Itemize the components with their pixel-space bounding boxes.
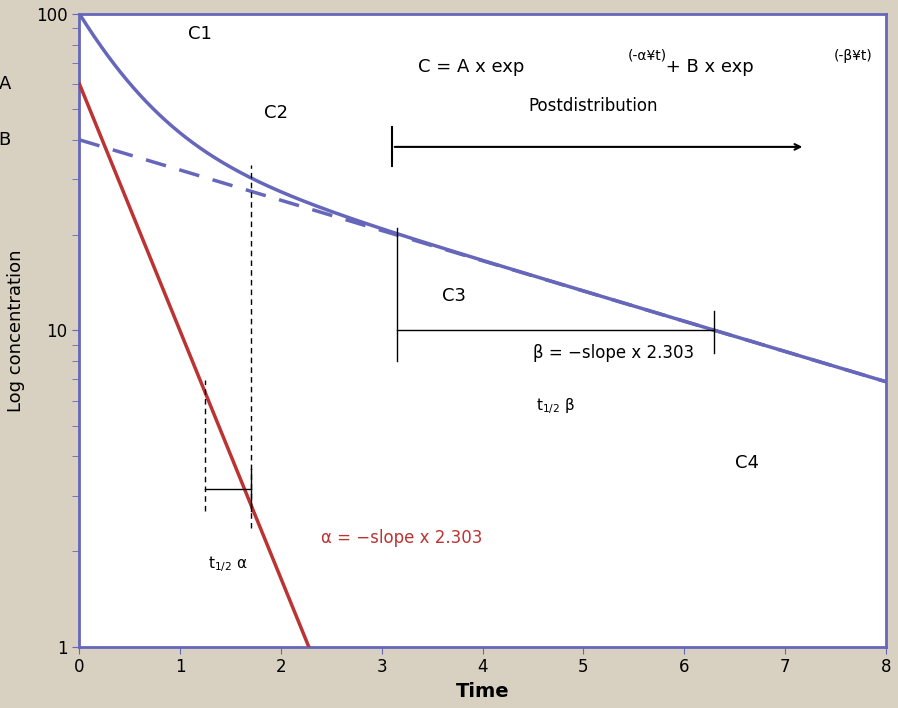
Text: t$_{1/2}$ β: t$_{1/2}$ β bbox=[536, 396, 575, 416]
Text: β = −slope x 2.303: β = −slope x 2.303 bbox=[533, 343, 694, 362]
Text: Postdistribution: Postdistribution bbox=[529, 97, 658, 115]
Text: A: A bbox=[0, 75, 11, 93]
Text: + B x exp: + B x exp bbox=[660, 58, 753, 76]
Text: t$_{1/2}$ α: t$_{1/2}$ α bbox=[208, 554, 248, 574]
Text: α = −slope x 2.303: α = −slope x 2.303 bbox=[321, 530, 483, 547]
Text: C3: C3 bbox=[443, 287, 466, 305]
Text: (-β¥t): (-β¥t) bbox=[833, 49, 872, 63]
Text: C2: C2 bbox=[264, 104, 288, 122]
Text: C1: C1 bbox=[189, 25, 212, 43]
Text: C = A x exp: C = A x exp bbox=[418, 58, 524, 76]
X-axis label: Time: Time bbox=[456, 682, 509, 701]
Y-axis label: Log concentration: Log concentration bbox=[7, 249, 25, 411]
Text: (-α¥t): (-α¥t) bbox=[628, 49, 667, 63]
Text: C4: C4 bbox=[735, 455, 759, 472]
Text: B: B bbox=[0, 131, 11, 149]
